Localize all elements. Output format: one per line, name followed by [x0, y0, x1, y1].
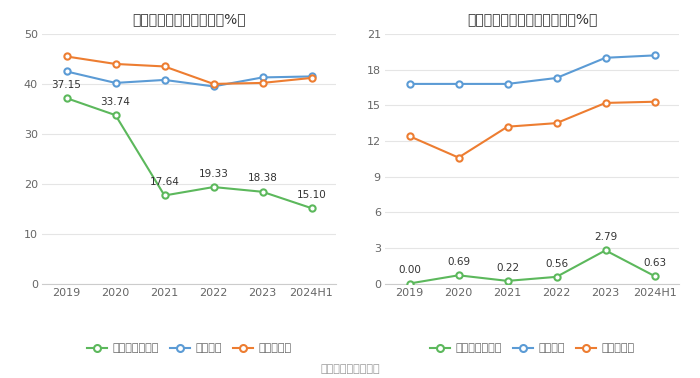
- Text: 19.33: 19.33: [199, 169, 228, 179]
- Text: 15.10: 15.10: [297, 190, 326, 200]
- Text: 33.74: 33.74: [101, 97, 130, 107]
- Text: 2.79: 2.79: [594, 232, 617, 242]
- Text: 17.64: 17.64: [150, 177, 179, 187]
- Text: 0.22: 0.22: [496, 263, 519, 273]
- Title: 近年来有息资产负债率情况（%）: 近年来有息资产负债率情况（%）: [467, 12, 597, 26]
- Text: 0.56: 0.56: [545, 259, 568, 268]
- Text: 0.63: 0.63: [643, 258, 666, 268]
- Text: 数据来源：恒生聚源: 数据来源：恒生聚源: [320, 364, 380, 374]
- Title: 近年来资产负债率情况（%）: 近年来资产负债率情况（%）: [132, 12, 246, 26]
- Text: 37.15: 37.15: [52, 80, 81, 90]
- Text: 0.00: 0.00: [398, 265, 421, 275]
- Legend: 有息资产负债率, 行业均値, 行业中位数: 有息资产负债率, 行业均値, 行业中位数: [425, 339, 639, 358]
- Text: 18.38: 18.38: [248, 174, 277, 183]
- Legend: 公司资产负债率, 行业均値, 行业中位数: 公司资产负债率, 行业均値, 行业中位数: [82, 339, 296, 358]
- Text: 0.69: 0.69: [447, 257, 470, 267]
